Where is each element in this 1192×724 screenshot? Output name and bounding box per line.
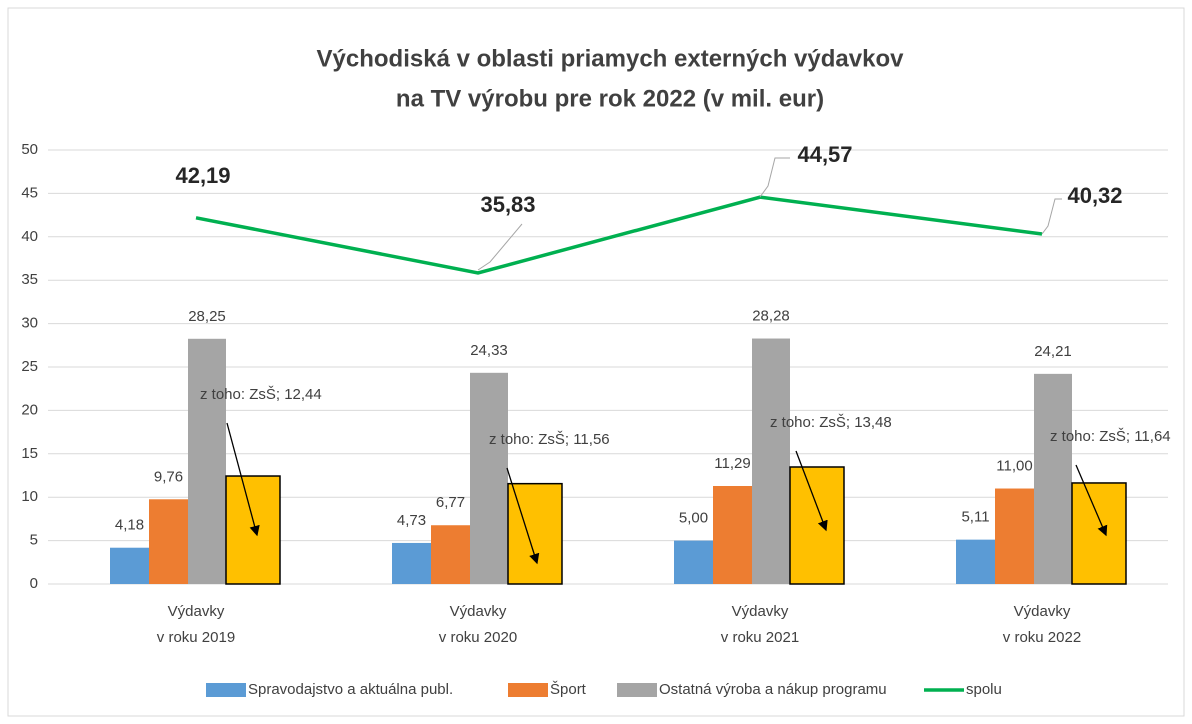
bar	[1071, 482, 1127, 585]
x-tick-label: Výdavky v roku 2019	[157, 603, 235, 646]
legend-swatch	[508, 683, 548, 697]
y-tick-label: 0	[30, 575, 38, 592]
legend-label: Šport	[550, 681, 587, 698]
legend-label: Spravodajstvo a aktuálna publ.	[248, 681, 453, 698]
data-label: 9,76	[154, 468, 183, 485]
bar	[1034, 373, 1072, 584]
x-tick-label: Výdavky v roku 2021	[721, 603, 799, 646]
data-label: z toho: ZsŠ; 11,64	[1050, 428, 1171, 445]
leader-line	[759, 157, 790, 198]
bar	[188, 338, 226, 584]
data-label: 35,83	[480, 192, 535, 217]
bar	[470, 372, 508, 584]
line	[195, 195, 1043, 275]
legend-swatch	[617, 683, 657, 697]
y-tick-label: 25	[21, 358, 38, 375]
y-tick-label: 35	[21, 271, 38, 288]
data-label: 28,28	[752, 307, 790, 324]
data-label: 11,00	[996, 457, 1032, 474]
data-label: 5,11	[961, 509, 989, 526]
bar	[674, 540, 713, 584]
data-label: z toho: ZsŠ; 13,48	[770, 414, 892, 431]
data-label: 44,57	[797, 142, 852, 167]
data-label: z toho: ZsŠ; 11,56	[489, 431, 610, 448]
data-label: 24,33	[470, 342, 508, 359]
leader-line	[477, 223, 523, 271]
bar	[995, 488, 1034, 584]
y-tick-label: 5	[30, 532, 38, 549]
chart-title: na TV výrobu pre rok 2022 (v mil. eur)	[396, 85, 824, 112]
chart-title: Východiská v oblasti priamych externých …	[317, 45, 905, 72]
legend-label: Ostatná výroba a nákup programu	[659, 681, 887, 698]
leader-line	[1041, 198, 1062, 235]
bar	[149, 499, 188, 584]
bar	[956, 539, 995, 584]
data-label: 4,18	[115, 517, 144, 534]
bar	[392, 542, 431, 584]
data-label: 4,73	[397, 512, 426, 529]
annotation-arrow	[1075, 464, 1108, 537]
data-label: 42,19	[175, 163, 230, 188]
data-label: 6,77	[436, 494, 465, 511]
annotation-arrow	[795, 450, 828, 532]
y-tick-label: 45	[21, 184, 38, 201]
data-label: z toho: ZsŠ; 12,44	[200, 386, 322, 403]
bar	[713, 486, 752, 584]
bar	[225, 475, 281, 585]
y-tick-label: 15	[21, 445, 38, 462]
y-tick-label: 10	[21, 488, 38, 505]
y-tick-label: 30	[21, 315, 38, 332]
annotation-arrow	[226, 422, 260, 537]
y-tick-label: 40	[21, 228, 38, 245]
annotation-arrow	[506, 467, 540, 565]
x-tick-label: Výdavky v roku 2020	[439, 603, 517, 646]
bar	[431, 525, 470, 584]
bar	[110, 547, 149, 584]
data-label: 5,00	[679, 510, 708, 527]
data-label: 40,32	[1067, 183, 1122, 208]
data-label: 11,29	[714, 455, 750, 472]
data-label: 24,21	[1034, 343, 1072, 360]
bar	[752, 338, 790, 584]
x-tick-label: Výdavky v roku 2022	[1003, 603, 1081, 646]
data-label: 28,25	[188, 308, 226, 325]
y-tick-label: 50	[21, 141, 38, 158]
legend-label: spolu	[966, 681, 1002, 698]
y-tick-label: 20	[21, 401, 38, 418]
legend-swatch	[206, 683, 246, 697]
bar	[789, 466, 845, 585]
